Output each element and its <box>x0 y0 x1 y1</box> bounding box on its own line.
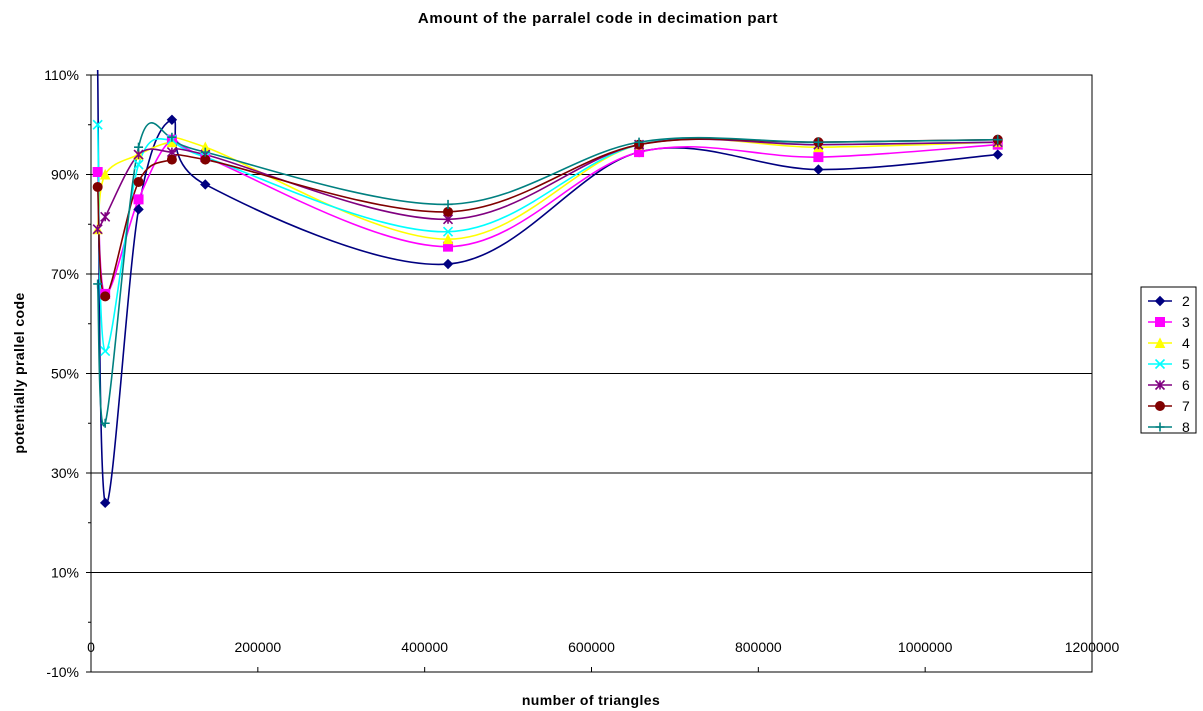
legend-item-4: 4 <box>1148 335 1190 351</box>
chart-title: Amount of the parralel code in decimatio… <box>418 10 778 27</box>
legend-label: 3 <box>1182 314 1190 330</box>
legend-item-5: 5 <box>1148 356 1190 372</box>
data-point <box>100 291 111 302</box>
data-point <box>93 279 103 289</box>
data-point <box>92 181 103 192</box>
y-tick-label: 90% <box>51 167 79 183</box>
y-tick-label: 10% <box>51 565 79 581</box>
data-point <box>100 418 110 428</box>
y-axis-ticks: -10% 10% 30% 50% 70% 90% 110% <box>44 67 91 680</box>
legend-swatch-marker <box>1155 422 1165 432</box>
legend-swatch-marker <box>1154 295 1166 307</box>
legend-label: 6 <box>1182 377 1190 393</box>
data-point <box>133 194 144 205</box>
legend-label: 8 <box>1182 419 1190 435</box>
data-point <box>993 135 1003 145</box>
legend-label: 7 <box>1182 398 1190 414</box>
x-tick-label: 1200000 <box>1065 639 1120 655</box>
data-point <box>133 176 144 187</box>
data-point <box>200 147 210 157</box>
plot-area: 0 200000 400000 600000 800000 1000000 1200000 … <box>44 67 1119 680</box>
series-markers <box>92 114 1004 509</box>
series-line-8 <box>96 122 998 427</box>
y-axis-title: potentially prallel code <box>11 292 27 453</box>
data-point <box>134 142 144 152</box>
data-point <box>813 164 824 175</box>
data-point <box>92 119 103 130</box>
data-point <box>92 167 103 178</box>
data-point <box>133 159 144 170</box>
data-point <box>133 204 144 215</box>
legend-swatch-marker <box>1154 379 1166 391</box>
y-tick-label: 30% <box>51 465 79 481</box>
series-line-3 <box>96 136 998 295</box>
legend-swatch-marker <box>1154 358 1166 370</box>
legend-item-6: 6 <box>1148 377 1190 393</box>
data-point <box>992 149 1003 160</box>
data-point <box>443 199 453 209</box>
x-tick-label: 800000 <box>735 639 782 655</box>
data-point <box>92 224 103 235</box>
data-point <box>166 114 178 125</box>
data-point <box>99 168 111 180</box>
y-tick-label: 50% <box>51 366 79 382</box>
data-point <box>100 211 111 222</box>
x-axis-title: number of triangles <box>522 692 660 708</box>
data-point <box>100 346 111 357</box>
x-tick-label: 1000000 <box>898 639 953 655</box>
legend-item-8: 8 <box>1148 419 1190 435</box>
x-tick-label: 400000 <box>401 639 448 655</box>
x-axis-ticks: 0 200000 400000 600000 800000 1000000 1200000 <box>87 639 1119 672</box>
data-point <box>167 132 177 142</box>
legend-label: 4 <box>1182 335 1190 351</box>
data-point <box>813 152 824 163</box>
y-tick-label: -10% <box>46 664 79 680</box>
x-tick-label: 0 <box>87 639 95 655</box>
y-tick-label: 70% <box>51 266 79 282</box>
legend-item-3: 3 <box>1148 314 1190 330</box>
legend-swatch-marker <box>1154 337 1166 348</box>
legend-swatch-marker <box>1155 317 1165 327</box>
y-tick-label: 110% <box>44 67 79 83</box>
legend-label: 2 <box>1182 293 1190 309</box>
data-point <box>442 258 454 270</box>
legend-item-7: 7 <box>1148 398 1190 414</box>
data-point <box>99 497 111 509</box>
legend-swatch-marker <box>1155 401 1165 411</box>
data-point <box>634 137 644 147</box>
data-point <box>166 154 177 165</box>
data-point <box>442 233 454 245</box>
legend-box <box>1140 286 1197 434</box>
series-markers-8 <box>93 132 1003 428</box>
x-tick-label: 600000 <box>568 639 615 655</box>
x-tick-label: 200000 <box>234 639 281 655</box>
series-line-6 <box>96 138 998 230</box>
legend: 2 3 4 5 6 7 8 <box>1140 286 1197 435</box>
data-point <box>200 179 211 190</box>
legend-label: 5 <box>1182 356 1190 372</box>
legend-item-2: 2 <box>1148 293 1190 309</box>
data-point <box>442 226 454 237</box>
data-point <box>813 137 823 147</box>
